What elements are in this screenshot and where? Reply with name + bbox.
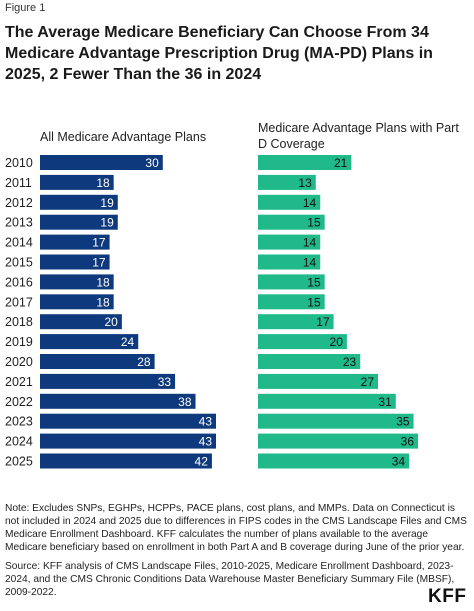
year-label: 2015 — [5, 256, 33, 270]
left-bar — [40, 433, 216, 449]
left-bar-value: 19 — [100, 196, 114, 210]
left-bar-value: 38 — [178, 395, 192, 409]
right-bar-value: 27 — [361, 375, 375, 389]
left-bar — [40, 274, 114, 290]
right-bar — [258, 214, 325, 230]
left-bar — [40, 155, 163, 170]
right-bar-value: 34 — [392, 455, 406, 469]
left-bar — [40, 234, 110, 250]
left-bar — [40, 214, 118, 230]
left-bar-value: 19 — [100, 216, 114, 230]
right-bar — [258, 294, 325, 310]
year-label: 2023 — [5, 415, 33, 429]
right-bar-value: 14 — [303, 256, 317, 270]
left-panel-title: All Medicare Advantage Plans — [40, 130, 207, 144]
year-label: 2019 — [5, 335, 33, 349]
right-bar-value: 14 — [303, 236, 317, 250]
left-bar — [40, 393, 196, 409]
year-label: 2020 — [5, 355, 33, 369]
left-bar — [40, 314, 122, 330]
year-label: 2018 — [5, 315, 33, 329]
right-bar — [258, 194, 321, 210]
year-label: 2016 — [5, 275, 33, 289]
year-label: 2010 — [5, 156, 33, 170]
left-bar — [40, 334, 139, 350]
left-bar — [40, 174, 114, 190]
right-bar — [258, 453, 410, 469]
left-bar-value: 24 — [121, 335, 135, 349]
right-bar — [258, 393, 396, 409]
left-bar-value: 18 — [96, 295, 110, 309]
right-bar — [258, 334, 347, 350]
left-bar — [40, 373, 176, 389]
year-label: 2024 — [5, 435, 33, 449]
kff-logo: KFF — [428, 586, 467, 607]
left-bar-value: 20 — [105, 315, 119, 329]
right-bar — [258, 254, 321, 270]
left-bar-value: 18 — [96, 275, 110, 289]
year-label: 2022 — [5, 395, 33, 409]
left-bar-value: 28 — [137, 355, 151, 369]
right-bar — [258, 433, 418, 449]
right-bar — [258, 274, 325, 290]
right-bar — [258, 234, 321, 250]
right-bar — [258, 155, 352, 170]
left-bar — [40, 453, 212, 469]
left-bar-value: 30 — [145, 156, 159, 170]
left-bar — [40, 413, 216, 429]
right-bar-value: 14 — [303, 196, 317, 210]
right-bar-value: 15 — [307, 295, 321, 309]
year-label: 2017 — [5, 295, 33, 309]
right-bar — [258, 314, 334, 330]
left-bar-value: 33 — [158, 375, 172, 389]
left-bar-value: 43 — [199, 415, 213, 429]
right-bar-value: 15 — [307, 275, 321, 289]
left-bar — [40, 254, 110, 270]
right-panel-title: Medicare Advantage Plans with Part D Cov… — [258, 121, 459, 151]
right-bar-value: 15 — [307, 216, 321, 230]
right-bar — [258, 174, 316, 190]
footnotes: Note: Excludes SNPs, EGHPs, HCPPs, PACE … — [5, 502, 467, 605]
right-bar-value: 13 — [298, 176, 312, 190]
note-text: Note: Excludes SNPs, EGHPs, HCPPs, PACE … — [5, 503, 467, 553]
source-text: Source: KFF analysis of CMS Landscape Fi… — [5, 561, 455, 598]
right-bar-value: 31 — [378, 395, 392, 409]
chart-title: The Average Medicare Beneficiary Can Cho… — [5, 24, 433, 83]
year-label: 2013 — [5, 216, 33, 230]
right-bar-value: 36 — [401, 435, 415, 449]
right-bar-value: 17 — [316, 315, 330, 329]
right-bar-value: 20 — [330, 335, 344, 349]
right-bar — [258, 354, 361, 369]
left-bar-value: 17 — [92, 256, 106, 270]
right-bar — [258, 373, 378, 389]
year-label: 2025 — [5, 455, 33, 469]
left-bar-value: 43 — [199, 435, 213, 449]
right-bar — [258, 413, 414, 429]
left-bar — [40, 194, 118, 210]
left-bar-value: 18 — [96, 176, 110, 190]
year-label: 2012 — [5, 196, 33, 210]
year-label: 2014 — [5, 236, 33, 250]
figure-label: Figure 1 — [5, 2, 46, 14]
left-bar-value: 17 — [92, 236, 106, 250]
right-bar-value: 21 — [334, 156, 348, 170]
year-label: 2021 — [5, 375, 33, 389]
left-bar — [40, 354, 155, 369]
left-bar-value: 42 — [195, 455, 209, 469]
year-label: 2011 — [5, 176, 32, 190]
right-bar-value: 23 — [343, 355, 357, 369]
right-bar-value: 35 — [396, 415, 410, 429]
left-bar — [40, 294, 114, 310]
